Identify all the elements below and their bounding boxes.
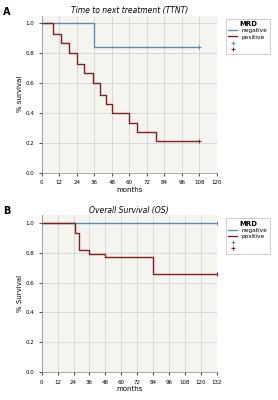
Legend: negative, positive, , : negative, positive, ,: [226, 218, 270, 254]
X-axis label: months: months: [116, 386, 142, 392]
Y-axis label: % Survival: % Survival: [16, 275, 23, 312]
Text: B: B: [3, 206, 11, 216]
Title: Time to next treatment (TTNT): Time to next treatment (TTNT): [71, 6, 188, 15]
Y-axis label: % survival: % survival: [16, 76, 23, 112]
X-axis label: months: months: [116, 186, 142, 192]
Legend: negative, positive, , : negative, positive, ,: [226, 19, 270, 54]
Title: Overall Survival (OS): Overall Survival (OS): [90, 206, 169, 215]
Text: A: A: [3, 7, 11, 17]
